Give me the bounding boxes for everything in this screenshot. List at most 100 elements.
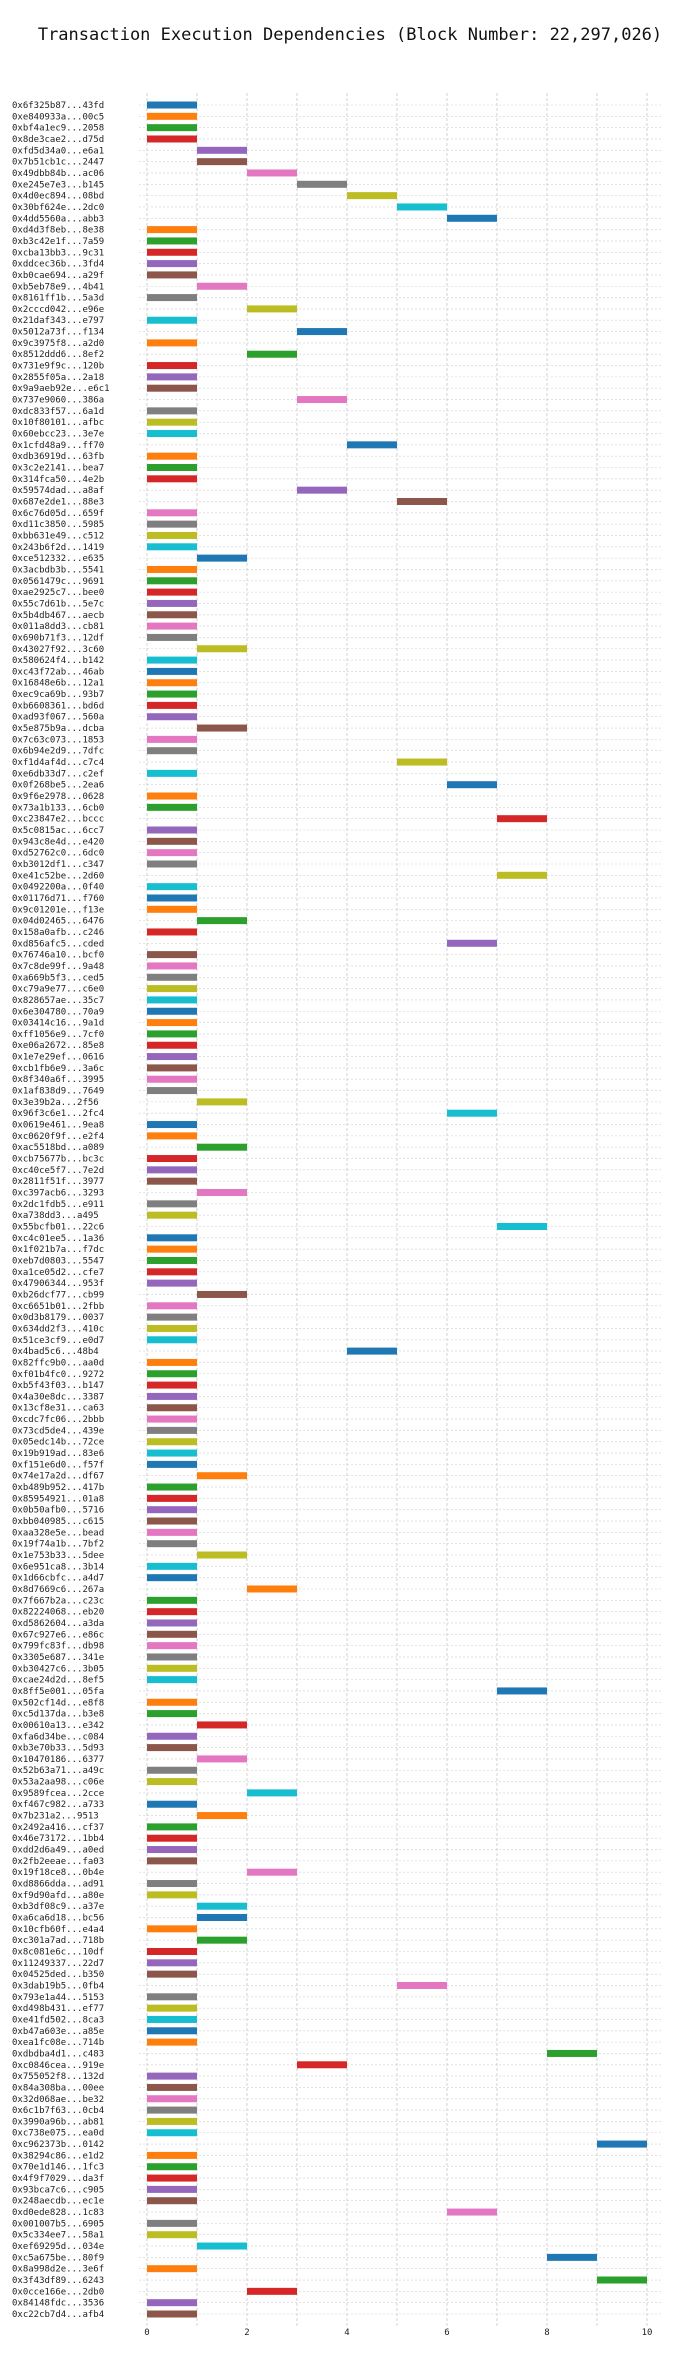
tx-bar — [147, 1732, 197, 1740]
tx-bar — [147, 860, 197, 868]
tx-label: 0x53a2aa98...c06e — [12, 1778, 104, 1788]
tx-bar — [147, 452, 197, 460]
tx-bar — [197, 2242, 247, 2250]
tx-label: 0x943c8e4d...e420 — [12, 837, 104, 847]
tx-label: 0xff1056e9...7cf0 — [12, 1030, 104, 1040]
tx-label: 0x8a998d2e...3e6f — [12, 2265, 104, 2275]
tx-bar — [147, 1211, 197, 1219]
tx-bar — [247, 1585, 297, 1593]
tx-label: 0xd11c3850...5985 — [12, 520, 104, 530]
tx-bar — [147, 1302, 197, 1310]
tx-label: 0x248aecdb...ec1e — [12, 2197, 104, 2207]
tx-label: 0xc23847e2...bccc — [12, 815, 104, 825]
tx-bar — [147, 1778, 197, 1786]
tx-label: 0xbf4a1ec9...2058 — [12, 124, 104, 134]
tx-label: 0x5e875b9a...dcba — [12, 724, 104, 734]
tx-label: 0x4d0ec894...08bd — [12, 192, 104, 202]
tx-bar — [147, 1256, 197, 1264]
tx-bar — [147, 1562, 197, 1570]
tx-bar — [147, 1064, 197, 1072]
tx-label: 0x1d66cbfc...a4d7 — [12, 1574, 104, 1584]
tx-label: 0x502cf14d...e8f8 — [12, 1698, 104, 1708]
tx-bar — [147, 1019, 197, 1027]
tx-label: 0xe41fd502...8ca3 — [12, 2015, 104, 2025]
x-tick-label: 0 — [144, 2328, 149, 2338]
tx-label: 0x52b63a71...a49c — [12, 1766, 104, 1776]
tx-bar — [147, 1041, 197, 1049]
tx-label: 0x13cf8e31...ca63 — [12, 1404, 104, 1414]
tx-bar — [147, 1426, 197, 1434]
tx-bar — [147, 1087, 197, 1095]
tx-bar — [147, 2117, 197, 2125]
tx-bar — [247, 350, 297, 358]
tx-label: 0x4f9f7029...da3f — [12, 2174, 104, 2184]
tx-label: 0x4a30e8dc...3387 — [12, 1392, 104, 1402]
tx-label: 0xec9ca69b...93b7 — [12, 690, 104, 700]
tx-label: 0x793e1a44...5153 — [12, 1993, 104, 2003]
tx-label: 0xa6ca6d18...bc56 — [12, 1914, 104, 1924]
tx-bar — [497, 815, 547, 823]
tx-label: 0x7c8de99f...9a48 — [12, 962, 104, 972]
tx-label: 0x1af838d9...7649 — [12, 1087, 104, 1097]
tx-label: 0x47906344...953f — [12, 1279, 104, 1289]
tx-bar — [147, 1630, 197, 1638]
tx-bar — [147, 2095, 197, 2103]
x-tick-label: 10 — [642, 2328, 653, 2338]
tx-label: 0x30bf624e...2dc0 — [12, 203, 104, 213]
tx-label: 0x2cccd042...e96e — [12, 305, 104, 315]
tx-bar — [297, 396, 347, 404]
tx-label: 0xdd2d6a49...a0ed — [12, 1846, 104, 1856]
tx-label: 0xb26dcf77...cb99 — [12, 1290, 104, 1300]
tx-bar — [147, 2027, 197, 2035]
tx-bar — [197, 1812, 247, 1820]
tx-bar — [147, 1460, 197, 1468]
tx-bar — [197, 1098, 247, 1106]
tx-label: 0xd4d3f8eb...8e38 — [12, 226, 104, 236]
tx-bar — [147, 2197, 197, 2205]
tx-bar — [147, 679, 197, 687]
tx-label: 0x5c0815ac...6cc7 — [12, 826, 104, 836]
tx-label: 0x05edc14b...72ce — [12, 1438, 104, 1448]
tx-bar — [147, 792, 197, 800]
tx-bar — [147, 633, 197, 641]
tx-label: 0x1f021b7a...f7dc — [12, 1245, 104, 1255]
tx-label: 0x49dbb84b...ac06 — [12, 169, 104, 179]
tx-label: 0x2811f51f...3977 — [12, 1177, 104, 1187]
tx-label: 0xbb040985...c615 — [12, 1517, 104, 1527]
tx-bar — [347, 192, 397, 200]
tx-label: 0xef69295d...034e — [12, 2242, 104, 2252]
tx-label: 0xce512332...e635 — [12, 554, 104, 564]
tx-bar — [147, 407, 197, 415]
tx-label: 0xf01b4fc0...9272 — [12, 1370, 104, 1380]
tx-bar — [147, 543, 197, 551]
tx-label: 0x16848e6b...12a1 — [12, 679, 104, 689]
tx-label: 0xc397acb6...3293 — [12, 1189, 104, 1199]
tx-label: 0xe41c52be...2d60 — [12, 871, 104, 881]
tx-bar — [147, 713, 197, 721]
tx-bar — [147, 1517, 197, 1525]
tx-bar — [197, 1472, 247, 1480]
tx-bar — [147, 1800, 197, 1808]
tx-label: 0x1cfd48a9...ff70 — [12, 441, 104, 451]
tx-label: 0x0619e461...9ea8 — [12, 1121, 104, 1131]
tx-label: 0xd498b431...ef77 — [12, 2004, 104, 2014]
tx-bar — [147, 577, 197, 585]
tx-label: 0x158a0afb...c246 — [12, 928, 104, 938]
tx-label: 0xf467c982...a733 — [12, 1800, 104, 1810]
tx-label: 0x2fb2eeae...fa03 — [12, 1857, 104, 1867]
tx-bar — [197, 1189, 247, 1197]
tx-label: 0x85954921...01a8 — [12, 1494, 104, 1504]
tx-label: 0x84148fdc...3536 — [12, 2299, 104, 2309]
tx-bar — [147, 418, 197, 426]
tx-label: 0xd856afc5...cded — [12, 939, 104, 949]
tx-bar — [147, 316, 197, 324]
tx-label: 0x3c2e2141...bea7 — [12, 464, 104, 474]
tx-label: 0xc0620f9f...e2f4 — [12, 1132, 104, 1142]
tx-bar — [147, 2083, 197, 2091]
tx-label: 0xdb36919d...63fb — [12, 452, 104, 462]
tx-bar — [147, 1528, 197, 1536]
tx-bar — [447, 214, 497, 222]
tx-bar — [147, 2185, 197, 2193]
tx-label: 0x10470186...6377 — [12, 1755, 104, 1765]
tx-bar — [147, 894, 197, 902]
